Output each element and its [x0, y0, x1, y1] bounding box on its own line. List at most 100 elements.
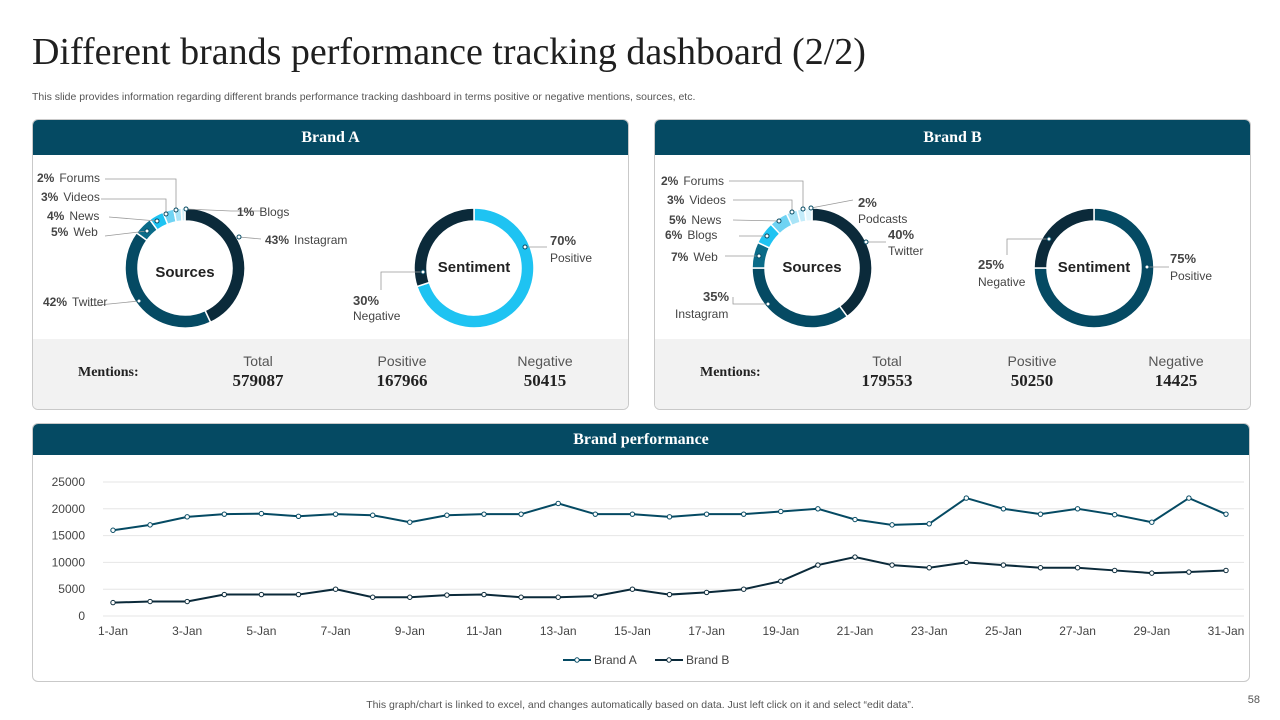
- point-brand-a: [815, 506, 821, 512]
- brand-b-twitter-label: Twitter: [888, 244, 923, 258]
- brand-a-sources-center-label: Sources: [155, 264, 214, 281]
- point-brand-a: [629, 511, 636, 517]
- point-brand-a: [926, 521, 932, 527]
- point-brand-b: [815, 562, 821, 568]
- point-brand-a: [555, 500, 561, 507]
- point-brand-b: [110, 599, 116, 606]
- brand-b-podcasts-pct: 2%: [858, 195, 877, 210]
- point-brand-a: [1112, 511, 1118, 518]
- brand-b-panel: Brand B Sources 2% Forums 3% Videos 5% News…: [654, 119, 1251, 410]
- point-brand-b: [1037, 565, 1044, 571]
- brand-a-blogs-label: Blogs: [259, 205, 289, 219]
- point-brand-a: [110, 527, 116, 533]
- page-subtitle: This slide provides information regardin…: [32, 91, 696, 103]
- brand-a-total-value: 579087: [232, 371, 284, 390]
- point-brand-a: [1149, 519, 1155, 525]
- brand-b-web-pct: 7%: [671, 250, 689, 264]
- point-brand-b: [889, 562, 895, 568]
- brand-b-videos-pct: 3%: [667, 193, 685, 207]
- svg-text:5%Web: 5% Web: [51, 225, 98, 239]
- brand-a-web-label: Web: [73, 225, 98, 239]
- point-brand-b: [703, 589, 710, 596]
- brand-b-sentiment-center-label: Sentiment: [1058, 259, 1131, 276]
- point-brand-b: [295, 591, 302, 598]
- chart-gridlines: [103, 481, 1244, 617]
- x-tick-label: 9-Jan: [395, 624, 425, 638]
- point-brand-a: [741, 511, 747, 517]
- brand-b-news-pct: 5%: [669, 213, 687, 227]
- brand-b-sources-leaders: [725, 180, 886, 305]
- point-brand-b: [332, 586, 339, 592]
- x-tick-label: 23-Jan: [911, 624, 948, 638]
- x-tick-label: 5-Jan: [246, 624, 276, 638]
- svg-text:6%Blogs: 6% Blogs: [665, 228, 717, 242]
- brand-a-videos-label: Videos: [63, 190, 99, 204]
- brand-b-forums-pct: 2%: [661, 174, 679, 188]
- y-tick-label: 0: [78, 609, 85, 623]
- point-brand-a: [147, 522, 153, 528]
- brand-b-positive-mentions-label: Positive: [1007, 353, 1057, 369]
- brand-a-forums-pct: 2%: [37, 171, 55, 185]
- brand-a-twitter-label: Twitter: [72, 295, 107, 309]
- x-tick-label: 19-Jan: [762, 624, 799, 638]
- point-brand-a: [518, 511, 524, 517]
- point-brand-a: [703, 511, 710, 517]
- brand-b-podcasts-label: Podcasts: [858, 212, 907, 226]
- chart-series: [110, 495, 1229, 606]
- brand-b-sentiment-slice-positive: [1033, 207, 1155, 329]
- brand-a-sentiment-center-label: Sentiment: [438, 259, 511, 276]
- y-tick-label: 25000: [52, 475, 86, 489]
- brand-a-web-pct: 5%: [51, 225, 69, 239]
- svg-text:2%Forums: 2% Forums: [37, 171, 100, 185]
- brand-a-sources-leaders: [88, 178, 262, 307]
- legend-marker-brand-b: [666, 657, 672, 663]
- point-brand-a: [852, 516, 858, 523]
- point-brand-a: [1000, 506, 1007, 512]
- point-brand-b: [407, 594, 413, 600]
- brand-b-positive: Positive 50250: [977, 353, 1087, 391]
- point-brand-b: [444, 592, 450, 598]
- brand-b-sentiment-donut: [1033, 207, 1155, 329]
- point-brand-a: [1074, 506, 1081, 512]
- point-brand-b: [1074, 565, 1081, 571]
- brand-a-forums-label: Forums: [59, 171, 100, 185]
- brand-a-sources-slice-blogs: [180, 207, 186, 222]
- x-tick-label: 31-Jan: [1208, 624, 1245, 638]
- brand-b-videos-label: Videos: [689, 193, 725, 207]
- brand-a-news-label: News: [69, 209, 99, 223]
- point-brand-a: [1186, 495, 1192, 501]
- x-tick-label: 1-Jan: [98, 624, 128, 638]
- brand-b-negative-pct: 25%: [978, 257, 1004, 272]
- x-tick-label: 27-Jan: [1059, 624, 1096, 638]
- brand-b-news-label: News: [691, 213, 721, 227]
- page-number: 58: [1247, 694, 1260, 706]
- point-brand-b: [629, 586, 636, 592]
- brand-a-instagram-label: Instagram: [294, 233, 347, 247]
- brand-a-sentiment-leaders: [380, 246, 547, 290]
- point-brand-a: [1037, 511, 1044, 517]
- brand-b-sources-dots: [756, 205, 869, 307]
- x-tick-label: 7-Jan: [321, 624, 351, 638]
- y-tick-label: 10000: [52, 555, 86, 569]
- svg-text:7%Web: 7% Web: [671, 250, 718, 264]
- x-tick-label: 11-Jan: [466, 624, 502, 638]
- point-brand-b: [258, 591, 265, 598]
- footer-note: This graph/chart is linked to excel, and…: [366, 699, 914, 711]
- point-brand-b: [666, 591, 673, 598]
- point-brand-a: [407, 519, 413, 525]
- x-tick-label: 3-Jan: [172, 624, 202, 638]
- point-brand-a: [592, 511, 598, 517]
- brand-b-sources-slice-instagram: [751, 267, 849, 329]
- brand-b-forums-label: Forums: [683, 174, 724, 188]
- brand-a-panel: Brand A Sources 2% Forums 3% Videos 4% News…: [32, 119, 629, 410]
- brand-b-web-label: Web: [693, 250, 718, 264]
- legend-label-brand-b: Brand B: [686, 653, 729, 667]
- point-brand-b: [147, 598, 153, 605]
- brand-a-negative-mentions-label: Negative: [517, 353, 573, 369]
- point-brand-a: [332, 511, 339, 517]
- brand-a-positive-pct: 70%: [550, 233, 576, 248]
- brand-b-negative-mentions-label: Negative: [1148, 353, 1204, 369]
- brand-b-negative: Negative 14425: [1121, 353, 1231, 391]
- point-brand-a: [481, 511, 487, 517]
- brand-a-positive-mentions-label: Positive: [377, 353, 427, 369]
